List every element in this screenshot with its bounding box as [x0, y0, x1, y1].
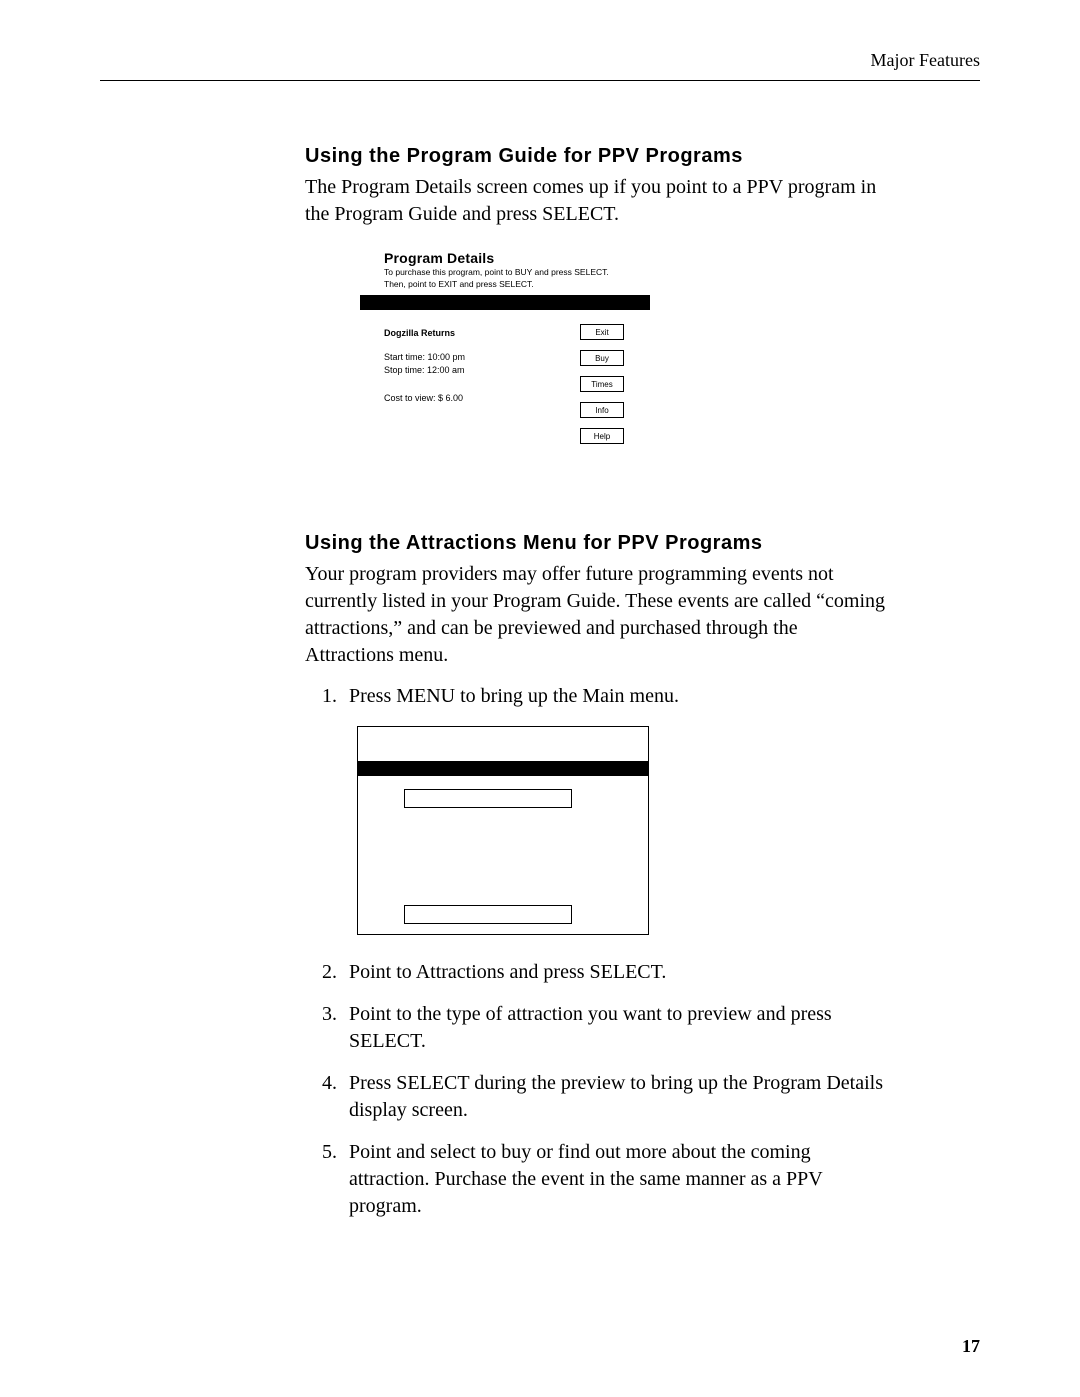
- steps-list: 1. Press MENU to bring up the Main menu.: [305, 683, 885, 710]
- program-details-body: Dogzilla Returns Start time: 10:00 pm St…: [360, 310, 650, 492]
- main-menu-field-bottom[interactable]: [404, 905, 572, 924]
- step-number: 5.: [305, 1139, 337, 1220]
- program-stop-time: Stop time: 12:00 am: [384, 365, 524, 375]
- help-button[interactable]: Help: [580, 428, 624, 444]
- main-menu-blackbar: [358, 761, 648, 776]
- times-button[interactable]: Times: [580, 376, 624, 392]
- page: Major Features Using the Program Guide f…: [0, 0, 1080, 1397]
- step-text: Point and select to buy or find out more…: [349, 1139, 885, 1220]
- program-details-screenshot: Program Details To purchase this program…: [360, 242, 650, 492]
- step-5: 5. Point and select to buy or find out m…: [305, 1139, 885, 1220]
- program-details-buttons: Exit Buy Times Info Help: [580, 324, 624, 444]
- header-rule: [100, 80, 980, 81]
- program-details-info: Dogzilla Returns Start time: 10:00 pm St…: [384, 328, 524, 403]
- step-text: Press SELECT during the preview to bring…: [349, 1070, 885, 1124]
- step-4: 4. Press SELECT during the preview to br…: [305, 1070, 885, 1124]
- program-details-blackbar: [360, 295, 650, 310]
- section1-intro: The Program Details screen comes up if y…: [305, 174, 885, 228]
- step-number: 3.: [305, 1001, 337, 1055]
- section-heading-attractions: Using the Attractions Menu for PPV Progr…: [305, 532, 885, 555]
- main-menu-screenshot: [357, 726, 649, 935]
- step-2: 2. Point to Attractions and press SELECT…: [305, 959, 885, 986]
- section-heading-ppv-guide: Using the Program Guide for PPV Programs: [305, 145, 885, 168]
- main-menu-top: [358, 727, 648, 761]
- program-cost: Cost to view: $ 6.00: [384, 393, 524, 403]
- program-name: Dogzilla Returns: [384, 328, 524, 338]
- section2-intro: Your program providers may offer future …: [305, 561, 885, 669]
- page-number: 17: [962, 1336, 980, 1357]
- program-details-subtitle1: To purchase this program, point to BUY a…: [384, 267, 640, 278]
- program-details-subtitle2: Then, point to EXIT and press SELECT.: [384, 279, 640, 290]
- info-button[interactable]: Info: [580, 402, 624, 418]
- program-details-title: Program Details: [384, 250, 640, 266]
- step-1: 1. Press MENU to bring up the Main menu.: [305, 683, 885, 710]
- step-number: 4.: [305, 1070, 337, 1124]
- step-text: Point to Attractions and press SELECT.: [349, 959, 885, 986]
- steps-list-continued: 2. Point to Attractions and press SELECT…: [305, 959, 885, 1220]
- page-header: Major Features: [100, 50, 980, 90]
- main-menu-field-top[interactable]: [404, 789, 572, 808]
- program-details-header: Program Details To purchase this program…: [360, 242, 650, 295]
- step-text: Point to the type of attraction you want…: [349, 1001, 885, 1055]
- exit-button[interactable]: Exit: [580, 324, 624, 340]
- step-text: Press MENU to bring up the Main menu.: [349, 683, 885, 710]
- step-3: 3. Point to the type of attraction you w…: [305, 1001, 885, 1055]
- page-content: Using the Program Guide for PPV Programs…: [305, 145, 885, 1220]
- step-number: 2.: [305, 959, 337, 986]
- program-start-time: Start time: 10:00 pm: [384, 352, 524, 362]
- step-number: 1.: [305, 683, 337, 710]
- buy-button[interactable]: Buy: [580, 350, 624, 366]
- header-section-label: Major Features: [871, 50, 980, 71]
